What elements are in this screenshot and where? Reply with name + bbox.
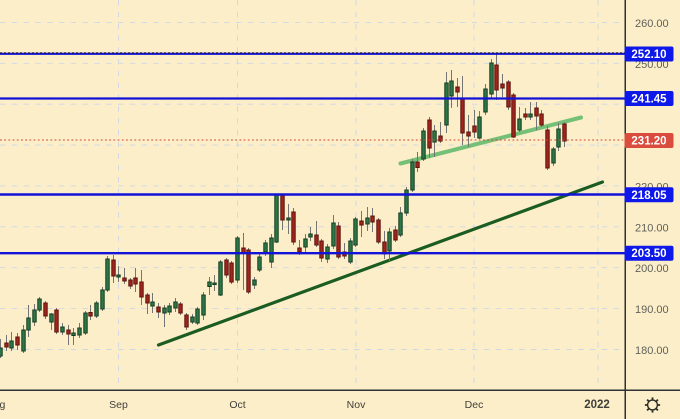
svg-text:Dec: Dec <box>465 399 484 411</box>
svg-text:190.00: 190.00 <box>635 304 669 316</box>
svg-text:Aug: Aug <box>0 399 5 411</box>
svg-text:Nov: Nov <box>347 399 366 411</box>
svg-text:Oct: Oct <box>229 399 245 411</box>
svg-text:210.00: 210.00 <box>635 222 669 234</box>
svg-text:180.00: 180.00 <box>635 345 669 357</box>
svg-text:200.00: 200.00 <box>635 263 669 275</box>
svg-text:260.00: 260.00 <box>635 18 669 30</box>
svg-text:2022: 2022 <box>584 399 610 411</box>
svg-text:252.10: 252.10 <box>631 49 666 61</box>
svg-text:241.45: 241.45 <box>631 94 667 106</box>
svg-text:Sep: Sep <box>109 399 128 411</box>
svg-text:218.05: 218.05 <box>631 190 667 202</box>
svg-text:250.00: 250.00 <box>635 59 669 71</box>
svg-text:203.50: 203.50 <box>631 248 666 260</box>
svg-text:231.20: 231.20 <box>631 136 666 148</box>
